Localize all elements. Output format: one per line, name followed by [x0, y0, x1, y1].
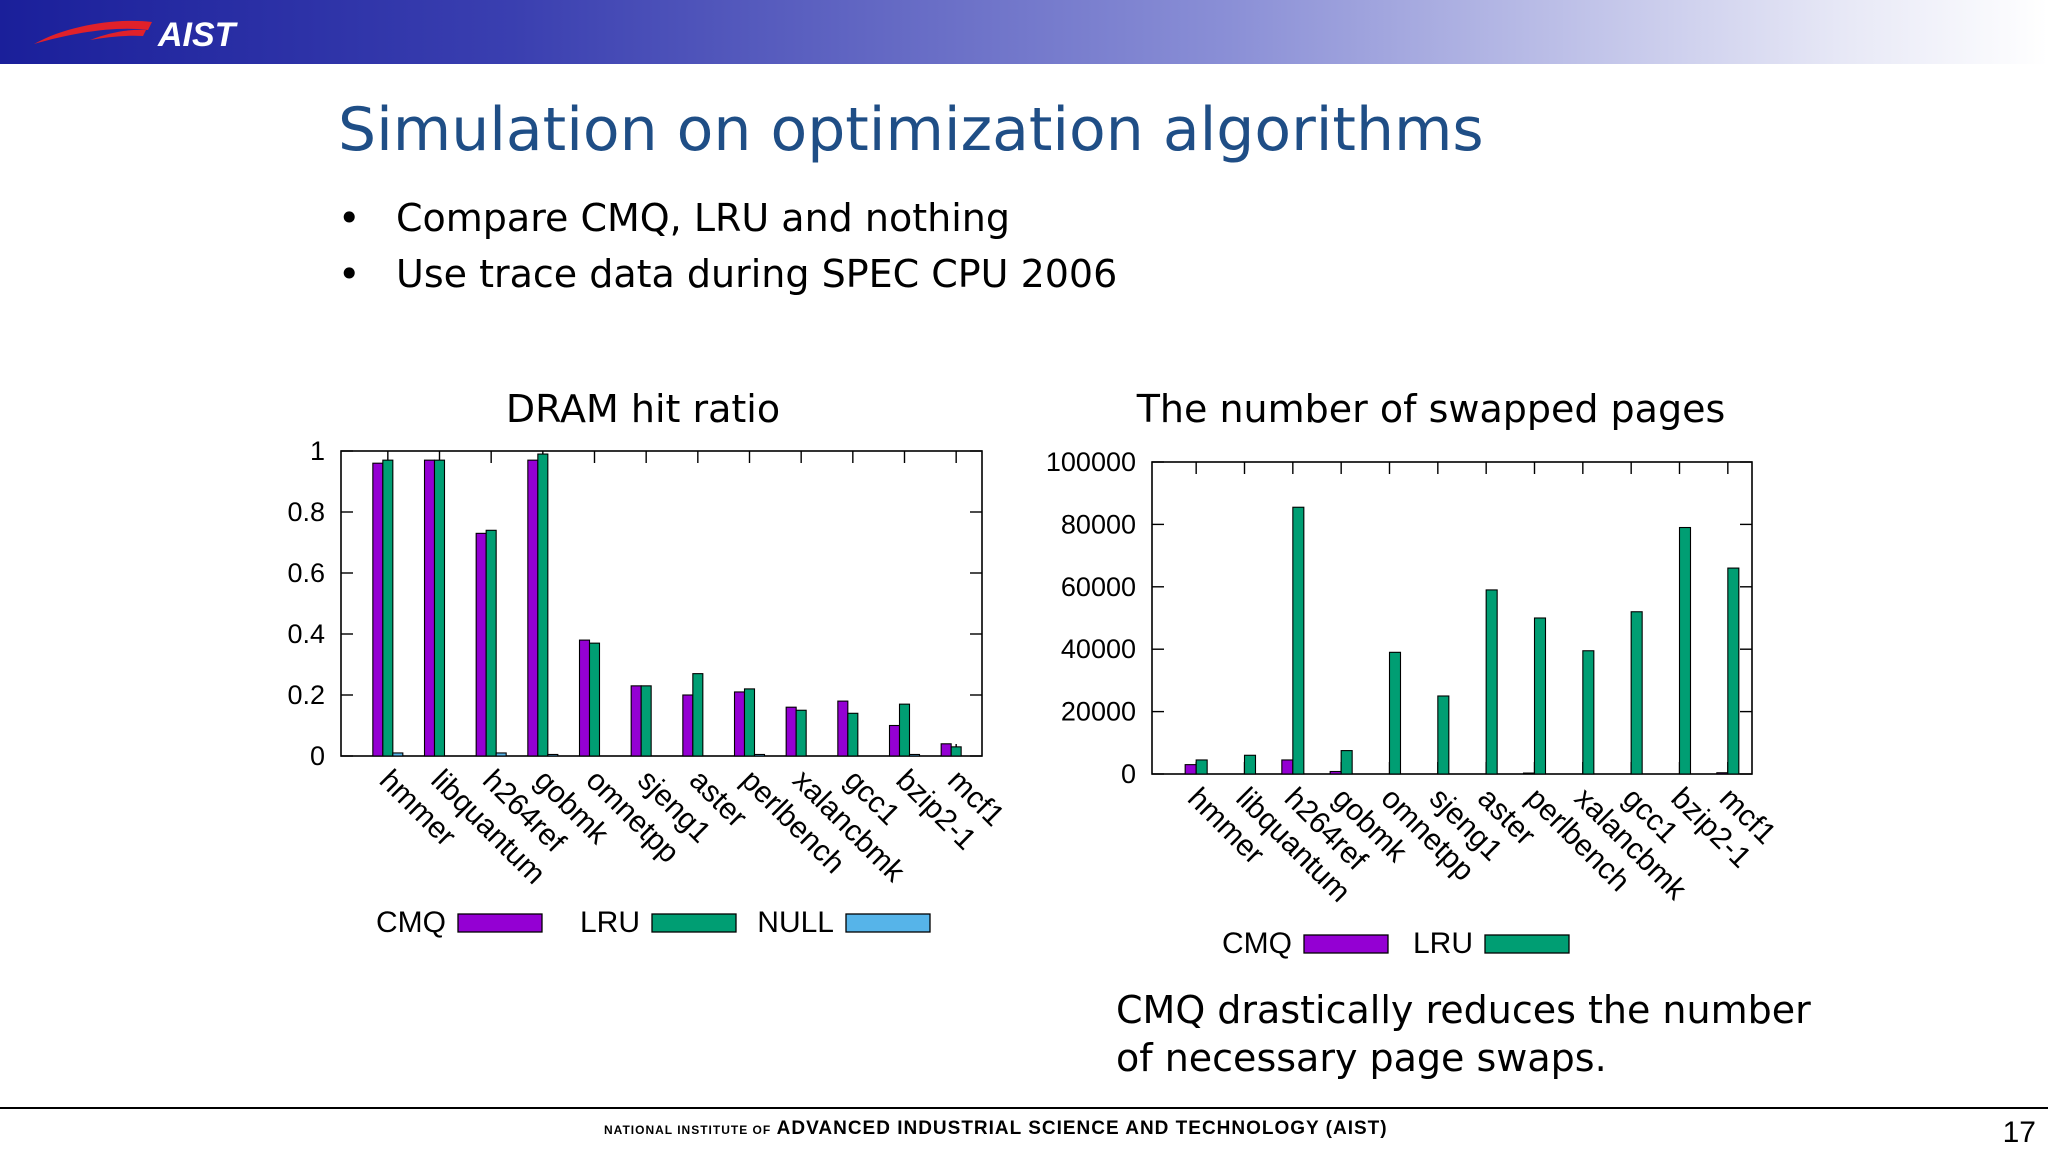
plot-frame: [1151, 461, 1753, 775]
bullet-list: Compare CMQ, LRU and nothing Use trace d…: [338, 190, 1117, 302]
legend-label: CMQ: [1222, 927, 1292, 960]
header-banner: AIST: [0, 0, 2048, 64]
bar-lru: [743, 688, 756, 757]
y-tick-label: 80000: [1061, 509, 1136, 539]
legend-swatch-lru: [651, 913, 737, 933]
bar-lru: [1727, 567, 1740, 775]
page-number: 17: [2002, 1116, 2036, 1149]
bar-lru: [1437, 695, 1450, 775]
chart-title: DRAM hit ratio: [506, 387, 780, 431]
legend-swatch-null: [845, 913, 931, 933]
bar-lru: [1340, 750, 1353, 775]
y-tick-label: 100000: [1046, 447, 1136, 477]
legend-swatch-cmq: [457, 913, 543, 933]
y-tick-label: 0.4: [287, 619, 325, 649]
y-tick-label: 0: [310, 741, 325, 771]
page-title: Simulation on optimization algorithms: [338, 95, 1484, 165]
conclusion-note: CMQ drastically reduces the number of ne…: [1116, 988, 1811, 1080]
swapped-pages-chart: The number of swapped pages 0 20000 40000 60…: [1046, 387, 1782, 960]
footer-prefix: NATIONAL INSTITUTE OF: [604, 1123, 772, 1137]
bar-null: [495, 752, 507, 757]
y-tick-label: 0.2: [287, 680, 325, 710]
bar-lru: [950, 746, 962, 757]
y-tick-label: 40000: [1061, 634, 1136, 664]
bar-null: [547, 753, 559, 757]
legend-label: CMQ: [376, 906, 446, 939]
bar-lru: [1195, 759, 1208, 775]
bar-lru: [1630, 611, 1643, 775]
dram-hit-ratio-chart: DRAM hit ratio00.20.40.60.81hmmerlibquan…: [287, 387, 1010, 939]
bar-cmq: [1329, 770, 1342, 775]
bar-lru: [640, 685, 652, 757]
bar-cmq: [1281, 759, 1294, 775]
bullet-item: Compare CMQ, LRU and nothing: [338, 190, 1117, 246]
bar-null: [392, 752, 404, 757]
bar-lru: [847, 712, 859, 757]
bar-cmq: [1522, 772, 1536, 775]
bar-lru: [1243, 754, 1257, 775]
y-tick-label: 1: [310, 436, 325, 466]
bar-lru: [1678, 526, 1692, 775]
bar-lru: [1582, 650, 1595, 775]
bar-lru: [898, 703, 911, 757]
bar-lru: [433, 459, 446, 757]
y-tick-label: 0.6: [287, 558, 325, 588]
bar-lru: [537, 453, 549, 757]
legend-label: LRU: [1413, 927, 1473, 960]
bar-lru: [588, 642, 601, 757]
bar-cmq: [1716, 772, 1729, 775]
legend-swatch-cmq: [1303, 934, 1389, 954]
footer-org: ADVANCED INDUSTRIAL SCIENCE AND TECHNOLO…: [776, 1118, 1388, 1139]
bar-lru: [1292, 506, 1305, 775]
bar-cmq: [1184, 764, 1197, 775]
bar-lru: [1533, 617, 1547, 775]
y-tick-label: 20000: [1061, 697, 1136, 727]
bullet-item: Use trace data during SPEC CPU 2006: [338, 246, 1117, 302]
bar-lru: [1388, 651, 1402, 775]
chart-title: The number of swapped pages: [1136, 387, 1726, 431]
legend-swatch-lru: [1484, 934, 1570, 954]
bar-null: [908, 753, 921, 757]
legend-label: LRU: [580, 906, 640, 939]
plot-frame: [340, 450, 983, 757]
legend-label: NULL: [757, 906, 834, 939]
y-tick-label: 0.8: [287, 497, 325, 527]
footer-divider: [0, 1107, 2048, 1109]
y-tick-label: 60000: [1061, 572, 1136, 602]
aist-logo: AIST: [34, 16, 239, 54]
bar-lru: [382, 459, 394, 757]
y-tick-label: 0: [1121, 759, 1136, 789]
bar-lru: [795, 709, 807, 757]
svg-text:AIST: AIST: [157, 16, 239, 54]
bar-null: [753, 753, 766, 757]
footer-organization: NATIONAL INSTITUTE OF ADVANCED INDUSTRIA…: [604, 1118, 1388, 1140]
bar-lru: [485, 529, 497, 757]
bar-lru: [1485, 589, 1498, 775]
bar-lru: [692, 673, 704, 757]
